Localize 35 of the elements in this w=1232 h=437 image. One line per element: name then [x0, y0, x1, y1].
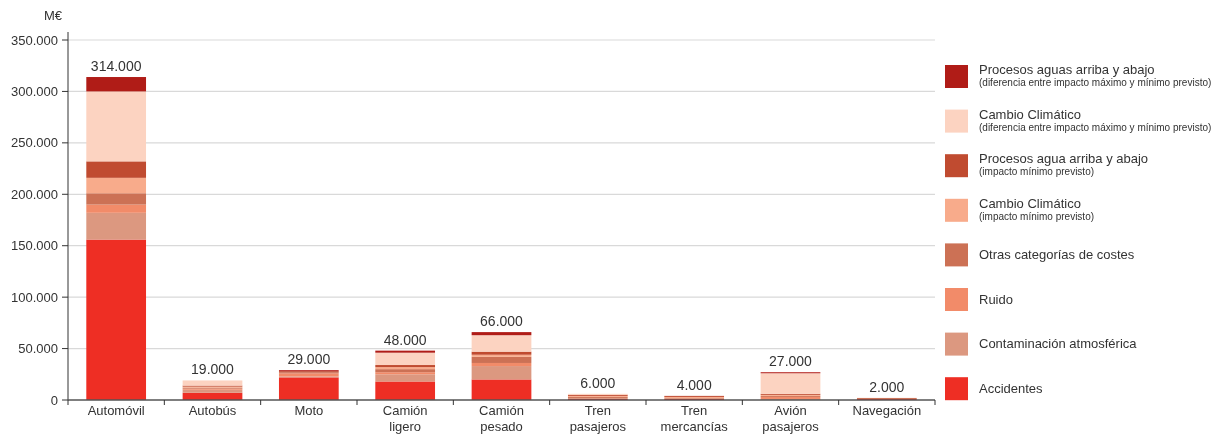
legend-label: Procesos agua arriba y abajo (impacto mínimo previsto): [979, 151, 1149, 178]
y-tick-label: 200.000: [11, 186, 58, 202]
legend-label: Otras categorías de costes: [979, 246, 1135, 262]
legend-label: Cambio Climático (diferencia entre impacto máximo y mínimo previsto): [979, 106, 1212, 133]
legend-label: Accidentes: [979, 380, 1044, 396]
total-label: 19.000: [191, 361, 235, 378]
x-tick-label: Navegación: [852, 403, 922, 418]
y-tick-label: 250.000: [11, 135, 58, 151]
total-label: 29.000: [287, 351, 331, 368]
total-label: 4.000: [676, 376, 712, 393]
x-tick-label: Tren mercancías: [660, 403, 729, 434]
y-tick-label: 300.000: [11, 83, 58, 99]
x-tick-label: Automóvil: [87, 403, 145, 418]
legend-label: Procesos aguas arriba y abajo (diferencia entre impacto máximo y mínimo previsto): [979, 62, 1212, 88]
y-tick-label: 50.000: [18, 341, 58, 357]
total-label: 27.000: [769, 353, 813, 370]
x-tick-label: Avión pasajeros: [762, 403, 820, 434]
total-label: 2.000: [869, 378, 905, 395]
x-tick-label: Autobús: [188, 403, 237, 418]
x-tick-label: Camión ligero: [382, 403, 428, 434]
y-tick-label: 100.000: [11, 289, 58, 305]
y-tick-label: 350.000: [11, 32, 58, 48]
y-tick-label: 150.000: [11, 238, 58, 254]
total-label: 314.000: [90, 58, 142, 75]
legend-label: Cambio Climático (impacto mínimo previsto): [979, 195, 1095, 222]
legend-label: Contaminación atmosférica: [979, 336, 1138, 352]
x-tick-label: Tren pasajeros: [569, 403, 627, 434]
y-tick-label: 0: [50, 392, 58, 408]
x-tick-label: Moto: [294, 403, 324, 418]
total-label: 6.000: [580, 374, 616, 391]
total-label: 66.000: [480, 313, 524, 330]
total-label: 48.000: [383, 331, 427, 348]
y-axis-title: M€: [43, 8, 63, 23]
legend-label: Ruido: [979, 291, 1013, 307]
x-tick-label: Camión pesado: [479, 403, 524, 434]
